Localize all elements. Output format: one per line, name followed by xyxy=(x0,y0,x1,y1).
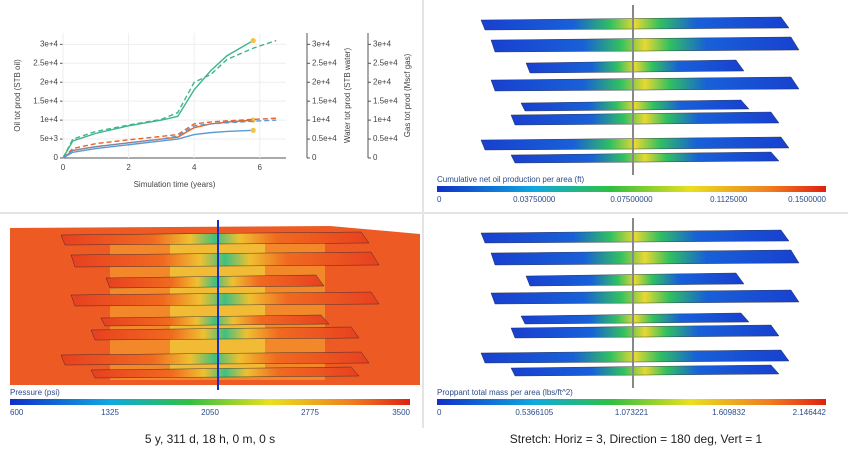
fracture-plate xyxy=(510,324,780,339)
colorbar-tick-label: 1.609832 xyxy=(712,408,746,417)
colorbar-tick-label: 1.073221 xyxy=(615,408,649,417)
y-tick-label: 1e+4 xyxy=(312,115,331,124)
y-tick-label: 0 xyxy=(312,153,317,162)
series-line xyxy=(62,119,277,159)
colorbar-tick-label: 0.1125000 xyxy=(710,195,748,204)
colorbar-label: Proppant total mass per area (lbs/ft^2) xyxy=(437,388,573,397)
y-tick-label: 3e+4 xyxy=(373,39,392,48)
fracture-plate xyxy=(510,151,780,164)
fracture-plate xyxy=(480,349,790,364)
stretch-caption: Stretch: Horiz = 3, Direction = 180 deg,… xyxy=(510,432,763,446)
fracture-plate xyxy=(510,111,780,126)
3d-view[interactable]: Pressure (psi) 600 1325 2050 2775 3500 xyxy=(10,220,420,417)
series-line xyxy=(62,39,277,159)
y-tick-label: 1.5e+4 xyxy=(312,96,337,105)
fracture-plate xyxy=(490,76,800,92)
fracture-plate xyxy=(510,364,780,377)
fracture-plate xyxy=(100,314,330,327)
fracture-plate xyxy=(480,136,790,151)
x-tick-label: 0 xyxy=(61,163,66,172)
colorbar-tick-label: 0.07500000 xyxy=(610,195,653,204)
colorbar-label: Pressure (psi) xyxy=(10,388,60,397)
y-tick-label: 5e+3 xyxy=(40,134,59,143)
3d-view[interactable]: Cumulative net oil production per area (… xyxy=(437,5,827,204)
colorbar xyxy=(10,399,410,405)
fracture-plate xyxy=(70,291,380,307)
fracture-plate xyxy=(525,272,745,287)
axis-title: Simulation time (years) xyxy=(134,180,216,189)
y-tick-label: 1.5e+4 xyxy=(373,96,398,105)
x-tick-label: 4 xyxy=(192,163,197,172)
time-marker xyxy=(250,37,256,44)
series-line xyxy=(62,39,254,159)
fracture-plate xyxy=(520,312,750,325)
y-tick-label: 0 xyxy=(54,153,59,162)
fracture-plate xyxy=(525,59,745,74)
colorbar-tick-label: 600 xyxy=(10,408,24,417)
colorbar-tick-label: 0.1500000 xyxy=(788,195,826,204)
fracture-plate xyxy=(490,289,800,305)
colorbar-tick-label: 0 xyxy=(437,195,442,204)
axis-title: Water tot prod (STB water) xyxy=(343,48,352,144)
colorbar-tick-label: 2050 xyxy=(201,408,219,417)
x-tick-label: 2 xyxy=(126,163,131,172)
fracture-plate xyxy=(520,99,750,112)
fracture-plate xyxy=(90,326,360,341)
y-tick-label: 3e+4 xyxy=(312,39,331,48)
colorbar-tick-label: 3500 xyxy=(392,408,410,417)
fracture-plate xyxy=(480,229,790,244)
fracture-plate xyxy=(105,274,325,289)
fracture-plate xyxy=(60,351,370,366)
y-tick-label: 1e+4 xyxy=(373,115,392,124)
axis-title: Oil tot prod (STB oil) xyxy=(13,59,22,132)
colorbar xyxy=(437,399,826,405)
series-line xyxy=(62,117,277,159)
y-tick-label: 2e+4 xyxy=(312,77,331,86)
fracture-plate xyxy=(70,251,380,268)
colorbar xyxy=(437,186,826,192)
fracture-plate xyxy=(90,366,360,379)
axis-title: Gas tot prod (Mscf gas) xyxy=(403,53,412,137)
colorbar-tick-label: 0.5366105 xyxy=(515,408,553,417)
fracture-plate xyxy=(60,231,370,246)
y-tick-label: 0 xyxy=(373,153,378,162)
x-tick-label: 6 xyxy=(258,163,263,172)
colorbar-tick-label: 2775 xyxy=(301,408,319,417)
time-marker xyxy=(250,127,256,133)
y-tick-label: 2.5e+4 xyxy=(33,58,58,67)
y-tick-label: 2.5e+4 xyxy=(312,58,337,67)
line-chart: 0 5e+3 1e+4 1.5e+4 2e+4 2.5e+4 3e+4 Oil tot pro… xyxy=(13,33,412,189)
colorbar-tick-label: 0.03750000 xyxy=(513,195,556,204)
y-tick-label: 0.5e+4 xyxy=(373,134,398,143)
colorbar-tick-label: 2.146442 xyxy=(793,408,827,417)
fracture-plate xyxy=(480,16,790,31)
y-tick-label: 0.5e+4 xyxy=(312,134,337,143)
y-tick-label: 3e+4 xyxy=(40,39,59,48)
time-caption: 5 y, 311 d, 18 h, 0 m, 0 s xyxy=(145,432,275,446)
series-line xyxy=(62,129,254,159)
colorbar-label: Cumulative net oil production per area (… xyxy=(437,175,585,184)
fracture-plate xyxy=(490,36,800,53)
y-tick-label: 2.5e+4 xyxy=(373,58,398,67)
colorbar-tick-label: 1325 xyxy=(101,408,119,417)
colorbar-tick-label: 0 xyxy=(437,408,442,417)
y-tick-label: 1e+4 xyxy=(40,115,59,124)
3d-view[interactable]: Proppant total mass per area (lbs/ft^2) 0… xyxy=(437,218,827,417)
y-tick-label: 2e+4 xyxy=(373,77,392,86)
y-tick-label: 1.5e+4 xyxy=(33,96,58,105)
y-tick-label: 2e+4 xyxy=(40,77,59,86)
fracture-plate xyxy=(490,249,800,266)
